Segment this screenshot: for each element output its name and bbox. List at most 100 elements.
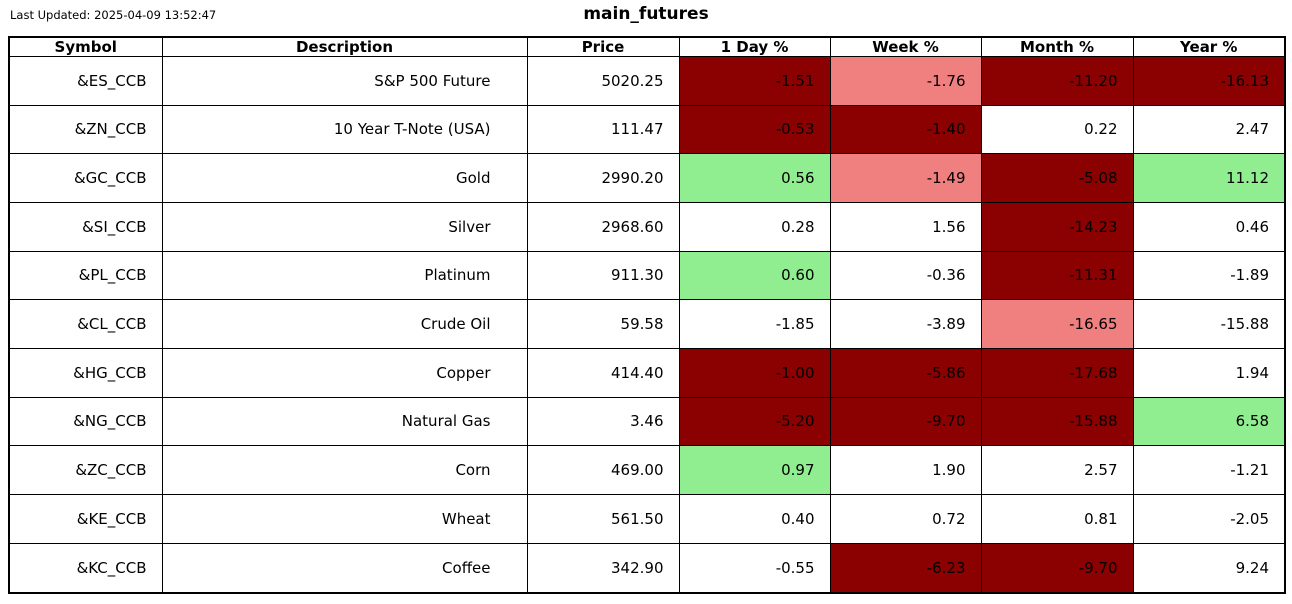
day-pct-cell: 0.56 xyxy=(678,153,831,203)
description-cell: Corn xyxy=(161,445,528,495)
column-header-year-pct: Year % xyxy=(1132,36,1286,57)
price-cell: 2968.60 xyxy=(526,201,680,252)
symbol-cell: &PL_CCB xyxy=(8,250,163,301)
month-pct-cell: -5.08 xyxy=(980,153,1134,203)
column-header-week-pct: Week % xyxy=(829,36,982,57)
year-pct-cell: 1.94 xyxy=(1132,347,1286,398)
description-cell: Coffee xyxy=(161,542,528,594)
week-pct-cell: -9.70 xyxy=(829,396,982,447)
last-updated-text: Last Updated: 2025-04-09 13:52:47 xyxy=(10,8,217,22)
price-cell: 414.40 xyxy=(526,347,680,398)
month-pct-cell: -9.70 xyxy=(980,542,1134,594)
month-pct-cell: -17.68 xyxy=(980,347,1134,398)
day-pct-cell: 0.28 xyxy=(678,201,831,252)
week-pct-cell: -1.49 xyxy=(829,153,982,203)
table-row: &CL_CCB Crude Oil 59.58 -1.85 -3.89 -16.… xyxy=(8,299,1286,349)
description-cell: Wheat xyxy=(161,493,528,544)
description-cell: Gold xyxy=(161,153,528,203)
price-cell: 469.00 xyxy=(526,445,680,495)
month-pct-cell: -16.65 xyxy=(980,299,1134,349)
table-row: &NG_CCB Natural Gas 3.46 -5.20 -9.70 -15… xyxy=(8,396,1286,447)
symbol-cell: &CL_CCB xyxy=(8,299,163,349)
price-cell: 342.90 xyxy=(526,542,680,594)
symbol-cell: &ZN_CCB xyxy=(8,104,163,155)
table-row: &KE_CCB Wheat 561.50 0.40 0.72 0.81 -2.0… xyxy=(8,493,1286,544)
price-cell: 2990.20 xyxy=(526,153,680,203)
price-cell: 5020.25 xyxy=(526,56,680,106)
week-pct-cell: -0.36 xyxy=(829,250,982,301)
symbol-cell: &ZC_CCB xyxy=(8,445,163,495)
column-header-description: Description xyxy=(161,36,528,57)
day-pct-cell: -1.51 xyxy=(678,56,831,106)
month-pct-cell: -14.23 xyxy=(980,201,1134,252)
column-header-symbol: Symbol xyxy=(8,36,163,57)
year-pct-cell: -2.05 xyxy=(1132,493,1286,544)
table-row: &ES_CCB S&P 500 Future 5020.25 -1.51 -1.… xyxy=(8,56,1286,106)
year-pct-cell: 11.12 xyxy=(1132,153,1286,203)
symbol-cell: &SI_CCB xyxy=(8,201,163,252)
column-header-day-pct: 1 Day % xyxy=(678,36,831,57)
symbol-cell: &KC_CCB xyxy=(8,542,163,594)
symbol-cell: &NG_CCB xyxy=(8,396,163,447)
week-pct-cell: 1.56 xyxy=(829,201,982,252)
table-row: &ZN_CCB 10 Year T-Note (USA) 111.47 -0.5… xyxy=(8,104,1286,155)
symbol-cell: &HG_CCB xyxy=(8,347,163,398)
price-cell: 111.47 xyxy=(526,104,680,155)
futures-table: Symbol Description Price 1 Day % Week % … xyxy=(8,36,1286,594)
description-cell: Silver xyxy=(161,201,528,252)
description-cell: Copper xyxy=(161,347,528,398)
month-pct-cell: -15.88 xyxy=(980,396,1134,447)
page-title: main_futures xyxy=(583,4,709,24)
table-row: &KC_CCB Coffee 342.90 -0.55 -6.23 -9.70 … xyxy=(8,542,1286,594)
year-pct-cell: 9.24 xyxy=(1132,542,1286,594)
day-pct-cell: -1.85 xyxy=(678,299,831,349)
header-row: Symbol Description Price 1 Day % Week % … xyxy=(8,36,1286,57)
year-pct-cell: -16.13 xyxy=(1132,56,1286,106)
column-header-price: Price xyxy=(526,36,680,57)
year-pct-cell: 2.47 xyxy=(1132,104,1286,155)
column-header-month-pct: Month % xyxy=(980,36,1134,57)
price-cell: 59.58 xyxy=(526,299,680,349)
table-row: &HG_CCB Copper 414.40 -1.00 -5.86 -17.68… xyxy=(8,347,1286,398)
table-row: &GC_CCB Gold 2990.20 0.56 -1.49 -5.08 11… xyxy=(8,153,1286,203)
week-pct-cell: -1.76 xyxy=(829,56,982,106)
day-pct-cell: -0.53 xyxy=(678,104,831,155)
day-pct-cell: -0.55 xyxy=(678,542,831,594)
year-pct-cell: -1.89 xyxy=(1132,250,1286,301)
week-pct-cell: -6.23 xyxy=(829,542,982,594)
symbol-cell: &ES_CCB xyxy=(8,56,163,106)
description-cell: Natural Gas xyxy=(161,396,528,447)
month-pct-cell: 0.22 xyxy=(980,104,1134,155)
week-pct-cell: -1.40 xyxy=(829,104,982,155)
year-pct-cell: 0.46 xyxy=(1132,201,1286,252)
table-row: &SI_CCB Silver 2968.60 0.28 1.56 -14.23 … xyxy=(8,201,1286,252)
price-cell: 3.46 xyxy=(526,396,680,447)
symbol-cell: &KE_CCB xyxy=(8,493,163,544)
description-cell: Platinum xyxy=(161,250,528,301)
table-row: &PL_CCB Platinum 911.30 0.60 -0.36 -11.3… xyxy=(8,250,1286,301)
month-pct-cell: -11.20 xyxy=(980,56,1134,106)
day-pct-cell: 0.40 xyxy=(678,493,831,544)
year-pct-cell: 6.58 xyxy=(1132,396,1286,447)
day-pct-cell: 0.60 xyxy=(678,250,831,301)
week-pct-cell: -3.89 xyxy=(829,299,982,349)
year-pct-cell: -1.21 xyxy=(1132,445,1286,495)
price-cell: 561.50 xyxy=(526,493,680,544)
description-cell: S&P 500 Future xyxy=(161,56,528,106)
week-pct-cell: 1.90 xyxy=(829,445,982,495)
description-cell: 10 Year T-Note (USA) xyxy=(161,104,528,155)
symbol-cell: &GC_CCB xyxy=(8,153,163,203)
day-pct-cell: -1.00 xyxy=(678,347,831,398)
description-cell: Crude Oil xyxy=(161,299,528,349)
year-pct-cell: -15.88 xyxy=(1132,299,1286,349)
month-pct-cell: 2.57 xyxy=(980,445,1134,495)
month-pct-cell: 0.81 xyxy=(980,493,1134,544)
price-cell: 911.30 xyxy=(526,250,680,301)
table-row: &ZC_CCB Corn 469.00 0.97 1.90 2.57 -1.21 xyxy=(8,445,1286,495)
day-pct-cell: 0.97 xyxy=(678,445,831,495)
week-pct-cell: 0.72 xyxy=(829,493,982,544)
week-pct-cell: -5.86 xyxy=(829,347,982,398)
month-pct-cell: -11.31 xyxy=(980,250,1134,301)
day-pct-cell: -5.20 xyxy=(678,396,831,447)
